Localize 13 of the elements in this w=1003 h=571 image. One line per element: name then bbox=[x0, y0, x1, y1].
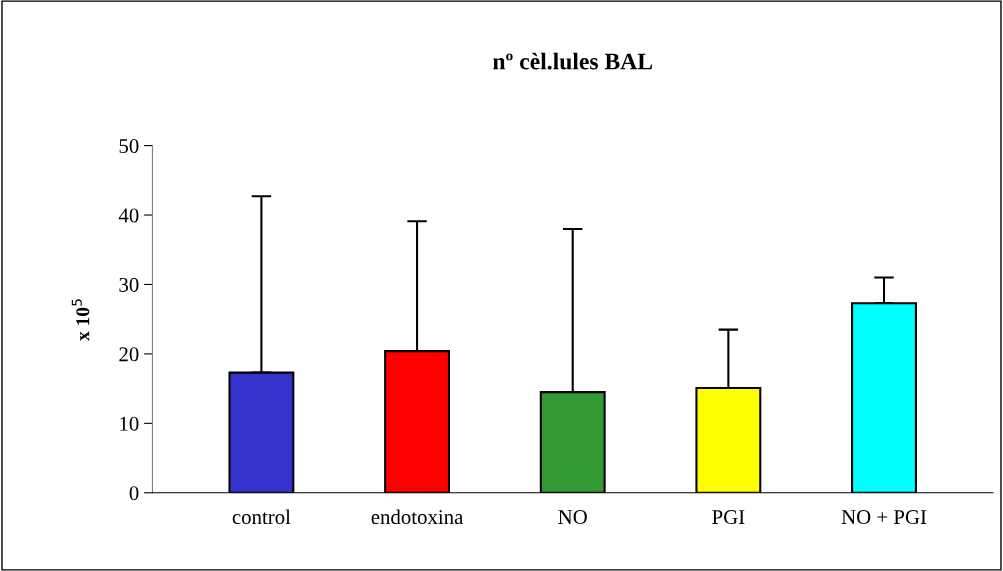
y-tick-label: 40 bbox=[118, 208, 139, 223]
y-axis-title: x 10$^{5}$ bbox=[71, 299, 90, 341]
x-tick-label: endotoxina bbox=[371, 509, 464, 525]
x-tick-label: NO bbox=[558, 510, 587, 525]
x-tick-label: NO + PGI bbox=[841, 510, 927, 525]
chart-title: nº cèl.lules BAL bbox=[493, 52, 653, 70]
y-tick-label: 50 bbox=[119, 138, 139, 154]
y-tick-label: 10 bbox=[120, 416, 139, 431]
x-tick-label: control bbox=[232, 509, 291, 525]
x-tick-label: PGI bbox=[712, 510, 745, 525]
y-tick-label: 30 bbox=[119, 277, 139, 292]
y-tick-label: 20 bbox=[119, 347, 139, 362]
y-tick-label: 0 bbox=[129, 486, 139, 501]
